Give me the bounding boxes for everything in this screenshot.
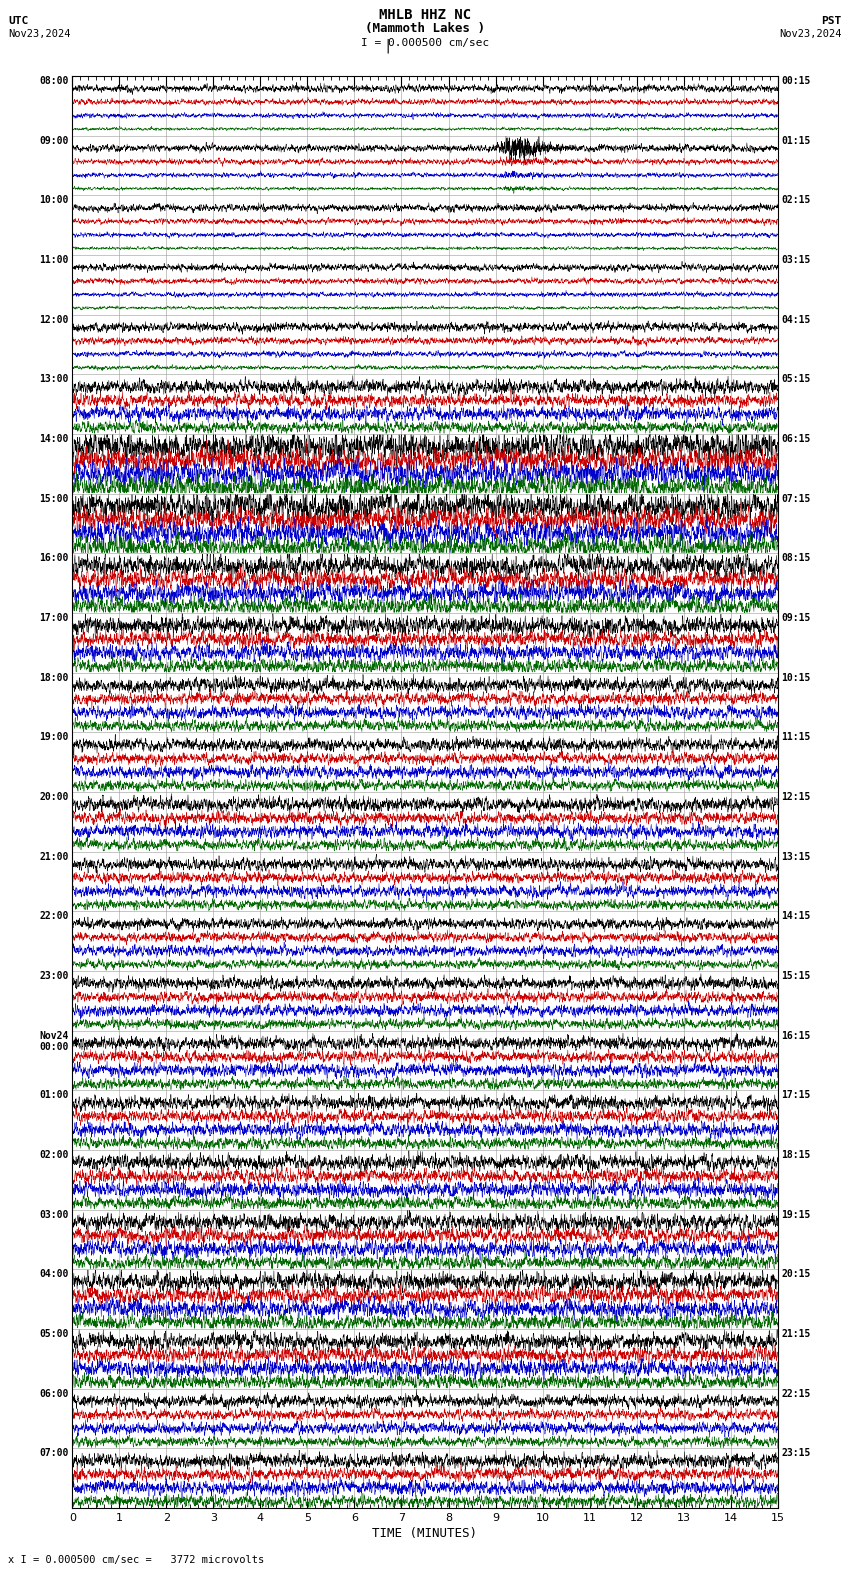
Text: Nov23,2024: Nov23,2024 bbox=[8, 29, 71, 38]
Text: 11:00: 11:00 bbox=[39, 255, 69, 265]
Text: 08:00: 08:00 bbox=[39, 76, 69, 86]
Text: 05:00: 05:00 bbox=[39, 1329, 69, 1338]
Text: 13:15: 13:15 bbox=[781, 852, 811, 862]
Text: 04:15: 04:15 bbox=[781, 315, 811, 325]
Text: 02:15: 02:15 bbox=[781, 195, 811, 206]
Text: Nov24
00:00: Nov24 00:00 bbox=[39, 1031, 69, 1052]
Text: 18:15: 18:15 bbox=[781, 1150, 811, 1159]
Text: 02:00: 02:00 bbox=[39, 1150, 69, 1159]
Text: 16:00: 16:00 bbox=[39, 553, 69, 564]
Text: 12:15: 12:15 bbox=[781, 792, 811, 802]
Text: 17:15: 17:15 bbox=[781, 1090, 811, 1101]
Text: 22:15: 22:15 bbox=[781, 1389, 811, 1399]
Text: 10:15: 10:15 bbox=[781, 673, 811, 683]
Text: 18:00: 18:00 bbox=[39, 673, 69, 683]
Text: 01:00: 01:00 bbox=[39, 1090, 69, 1101]
Text: UTC: UTC bbox=[8, 16, 29, 25]
Text: 20:00: 20:00 bbox=[39, 792, 69, 802]
Text: 21:00: 21:00 bbox=[39, 852, 69, 862]
Text: 13:00: 13:00 bbox=[39, 374, 69, 385]
Text: (Mammoth Lakes ): (Mammoth Lakes ) bbox=[365, 22, 485, 35]
Text: 11:15: 11:15 bbox=[781, 732, 811, 743]
Text: |: | bbox=[383, 38, 392, 52]
Text: Nov23,2024: Nov23,2024 bbox=[779, 29, 842, 38]
Text: 07:00: 07:00 bbox=[39, 1448, 69, 1459]
Text: 03:00: 03:00 bbox=[39, 1210, 69, 1220]
X-axis label: TIME (MINUTES): TIME (MINUTES) bbox=[372, 1527, 478, 1540]
Text: 09:00: 09:00 bbox=[39, 136, 69, 146]
Text: 07:15: 07:15 bbox=[781, 494, 811, 504]
Text: 14:15: 14:15 bbox=[781, 911, 811, 922]
Text: 23:00: 23:00 bbox=[39, 971, 69, 980]
Text: 06:15: 06:15 bbox=[781, 434, 811, 444]
Text: 06:00: 06:00 bbox=[39, 1389, 69, 1399]
Text: 01:15: 01:15 bbox=[781, 136, 811, 146]
Text: 17:00: 17:00 bbox=[39, 613, 69, 623]
Text: PST: PST bbox=[821, 16, 842, 25]
Text: 21:15: 21:15 bbox=[781, 1329, 811, 1338]
Text: 16:15: 16:15 bbox=[781, 1031, 811, 1041]
Text: 04:00: 04:00 bbox=[39, 1269, 69, 1280]
Text: 22:00: 22:00 bbox=[39, 911, 69, 922]
Text: 12:00: 12:00 bbox=[39, 315, 69, 325]
Text: x I = 0.000500 cm/sec =   3772 microvolts: x I = 0.000500 cm/sec = 3772 microvolts bbox=[8, 1555, 264, 1565]
Text: 05:15: 05:15 bbox=[781, 374, 811, 385]
Text: 19:00: 19:00 bbox=[39, 732, 69, 743]
Text: 19:15: 19:15 bbox=[781, 1210, 811, 1220]
Text: 08:15: 08:15 bbox=[781, 553, 811, 564]
Text: MHLB HHZ NC: MHLB HHZ NC bbox=[379, 8, 471, 22]
Text: 15:15: 15:15 bbox=[781, 971, 811, 980]
Text: 00:15: 00:15 bbox=[781, 76, 811, 86]
Text: I = 0.000500 cm/sec: I = 0.000500 cm/sec bbox=[361, 38, 489, 48]
Text: 14:00: 14:00 bbox=[39, 434, 69, 444]
Text: 03:15: 03:15 bbox=[781, 255, 811, 265]
Text: 20:15: 20:15 bbox=[781, 1269, 811, 1280]
Text: 10:00: 10:00 bbox=[39, 195, 69, 206]
Text: 23:15: 23:15 bbox=[781, 1448, 811, 1459]
Text: 15:00: 15:00 bbox=[39, 494, 69, 504]
Text: 09:15: 09:15 bbox=[781, 613, 811, 623]
